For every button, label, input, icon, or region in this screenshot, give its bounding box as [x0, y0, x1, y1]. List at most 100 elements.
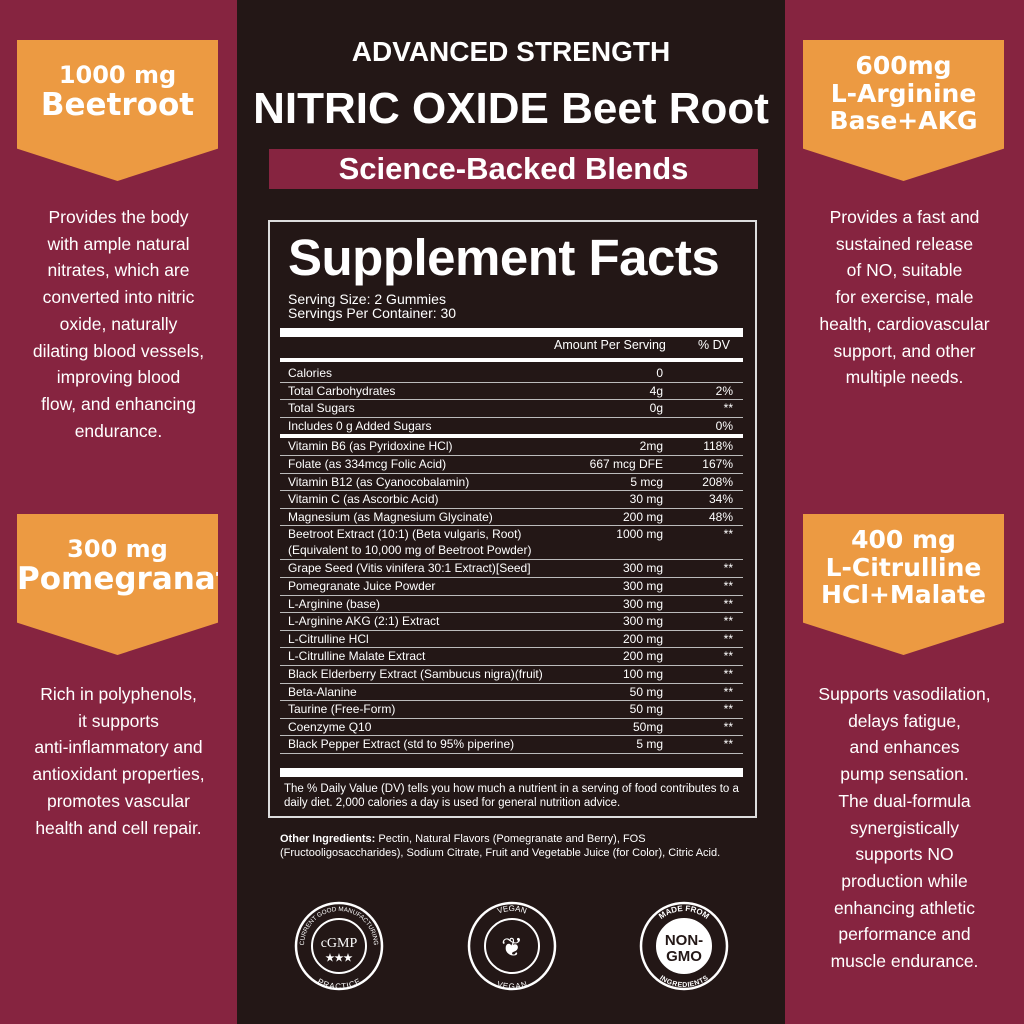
nutrient-name: Vitamin B12 (as Cyanocobalamin) [288, 474, 470, 489]
facts-row: Black Elderberry Extract (Sambucus nigra… [280, 666, 743, 684]
cgmp-seal-icon: CURRENT GOOD MANUFACTURING PRACTICE cGMP ★★… [294, 901, 384, 991]
nutrient-name: Vitamin C (as Ascorbic Acid) [288, 492, 439, 507]
facts-row: Taurine (Free-Form) 50 mg ** [280, 701, 743, 719]
nutrient-dv: 2% [715, 383, 733, 398]
nutrient-amount: 667 mcg DFE [589, 457, 663, 471]
nutrient-name: Beetroot Extract (10:1) (Beta vulgaris, … [288, 527, 532, 558]
nutrient-dv: 34% [708, 492, 733, 507]
description-line: endurance. [74, 420, 163, 441]
description-line: Rich in polyphenols, [40, 684, 197, 704]
description-line: flow, and enhancing [41, 393, 196, 414]
other-ingredients-label: Other Ingredients: [280, 833, 376, 845]
non-gmo-seal-icon: MADE FROM INGREDIENTS NON- GMO [639, 901, 729, 991]
facts-row: Magnesium (as Magnesium Glycinate) 200 mg… [280, 509, 743, 527]
description-line: converted into nitric [42, 287, 195, 308]
nutrient-name: L-Arginine (base) [288, 596, 381, 611]
nutrient-dv: ** [723, 684, 733, 699]
description-line: production while [841, 870, 968, 891]
divider-medium [280, 358, 743, 362]
description-line: The dual-formula [838, 790, 971, 811]
nutrient-name: Vitamin B6 (as Pyridoxine HCl) [288, 439, 453, 454]
badge-amount: 400 mg [851, 525, 956, 554]
facts-row: Vitamin B6 (as Pyridoxine HCl) 2mg 118% [280, 438, 743, 456]
nutrient-amount: 50 mg [629, 702, 663, 717]
facts-row: Total Carbohydrates 4g 2% [280, 383, 743, 401]
facts-title: Supplement Facts [288, 229, 720, 286]
nutrient-amount: 200 mg [622, 649, 663, 664]
facts-row: L-Citrulline Malate Extract 200 mg ** [280, 648, 743, 666]
badge-ingredient-sub: HCl+Malate [821, 580, 986, 609]
nutrient-dv: 0% [715, 418, 733, 433]
nutrient-name: Grape Seed (Vitis vinifera 30:1 Extract)… [288, 561, 531, 576]
nutrient-amount: 300 mg [622, 596, 663, 611]
nutrient-dv: ** [723, 667, 733, 681]
facts-row: Calories 0 [280, 365, 743, 383]
description-line: anti-inflammatory and [34, 737, 203, 758]
description-line: for exercise, male [835, 287, 974, 308]
serving-size: Serving Size: 2 Gummies [288, 291, 446, 307]
servings-per-container: Servings Per Container: 30 [288, 305, 457, 321]
nutrient-amount: 30 mg [629, 492, 663, 507]
description-line: health, cardiovascular [819, 313, 990, 334]
col-amount-header: Amount Per Serving [554, 338, 666, 352]
nutrient-amount: 50 mg [629, 684, 663, 699]
seal-center: cGMP [321, 936, 358, 951]
nutrient-amount: 300 mg [622, 561, 663, 576]
nutrient-name: Black Elderberry Extract (Sambucus nigra… [288, 667, 543, 681]
badge-ingredient-sub: Base+AKG [829, 106, 978, 135]
nutrient-dv: ** [723, 561, 733, 576]
description-line: enhancing athletic [833, 897, 976, 918]
facts-row: Grape Seed (Vitis vinifera 30:1 Extract)… [280, 560, 743, 578]
description-line: improving blood [56, 367, 181, 388]
seal-bottom-text: PRACTICE [316, 976, 362, 990]
description-line: nitrates, which are [47, 260, 190, 281]
nutrient-amount: 1000 mg [616, 527, 663, 542]
supplement-facts-panel: Supplement Facts Serving Size: 2 Gummies… [268, 220, 757, 818]
vegan-seal-icon: VEGAN VEGAN ❦ [467, 901, 557, 991]
nutrient-dv: ** [723, 614, 733, 629]
nutrient-dv: ** [723, 527, 733, 542]
nutrient-name: Includes 0 g Added Sugars [288, 418, 432, 433]
badge-ingredient: Pomegranate [17, 561, 252, 598]
nutrient-name: Black Pepper Extract (std to 95% piperin… [288, 737, 515, 752]
facts-row: Vitamin C (as Ascorbic Acid) 30 mg 34% [280, 491, 743, 509]
badge-amount: 300 mg [67, 535, 168, 563]
facts-row: L-Citrulline HCl 200 mg ** [280, 631, 743, 649]
badge-ingredient: L-Arginine [830, 78, 977, 108]
product-title: NITRIC OXIDE Beet Root [253, 84, 769, 133]
right-column: 600mg L-Arginine Base+AKG Provides a fas… [785, 0, 1024, 1024]
nutrient-amount: 200 mg [622, 631, 663, 646]
seal-sub: ★★★ [326, 953, 353, 964]
nutrient-name: Magnesium (as Magnesium Glycinate) [288, 509, 493, 524]
nutrient-name: Total Carbohydrates [288, 383, 396, 398]
nutrient-amount: 2mg [639, 439, 663, 454]
nutrient-dv: 118% [703, 439, 733, 454]
nutrient-dv: ** [723, 401, 733, 416]
nutrient-amount: 0 [656, 366, 663, 380]
description-line: supports NO [855, 844, 954, 865]
description-line: support, and other [833, 340, 976, 361]
seal-bottom-text: VEGAN [496, 979, 528, 991]
citrulline-description: Supports vasodilation, delays fatigue, and… [795, 681, 1014, 975]
nutrient-dv: ** [723, 649, 733, 664]
seal-center: ❦ [501, 933, 523, 963]
other-ingredients-text: Pectin, Natural Flavors (Pomegranate and… [280, 833, 721, 859]
nutrient-amount: 5 mg [636, 737, 663, 752]
description-line: of NO, suitable [846, 260, 963, 281]
description-line: with ample natural [47, 233, 190, 254]
badge-citrulline: 400 mg L-Citrulline HCl+Malate [803, 514, 1004, 655]
serving-info: Serving Size: 2 Gummies Servings Per Con… [288, 292, 456, 320]
seal-center: NON- [665, 932, 703, 949]
nutrient-name: Folate (as 334mcg Folic Acid) [288, 457, 447, 471]
nutrient-name: L-Arginine AKG (2:1) Extract [288, 614, 440, 629]
facts-row: L-Arginine AKG (2:1) Extract 300 mg ** [280, 613, 743, 631]
seal-bottom-text: INGREDIENTS [658, 975, 710, 990]
description-line: it supports [78, 710, 159, 731]
nutrient-name: Beta-Alanine [288, 684, 357, 699]
nutrient-amount: 50mg [632, 719, 663, 734]
description-line: Provides the body [48, 207, 189, 227]
col-dv-header: % DV [698, 338, 730, 352]
description-line: promotes vascular [47, 790, 190, 811]
badge-amount: 1000 mg [58, 61, 177, 89]
badge-ingredient: Beetroot [40, 87, 195, 124]
